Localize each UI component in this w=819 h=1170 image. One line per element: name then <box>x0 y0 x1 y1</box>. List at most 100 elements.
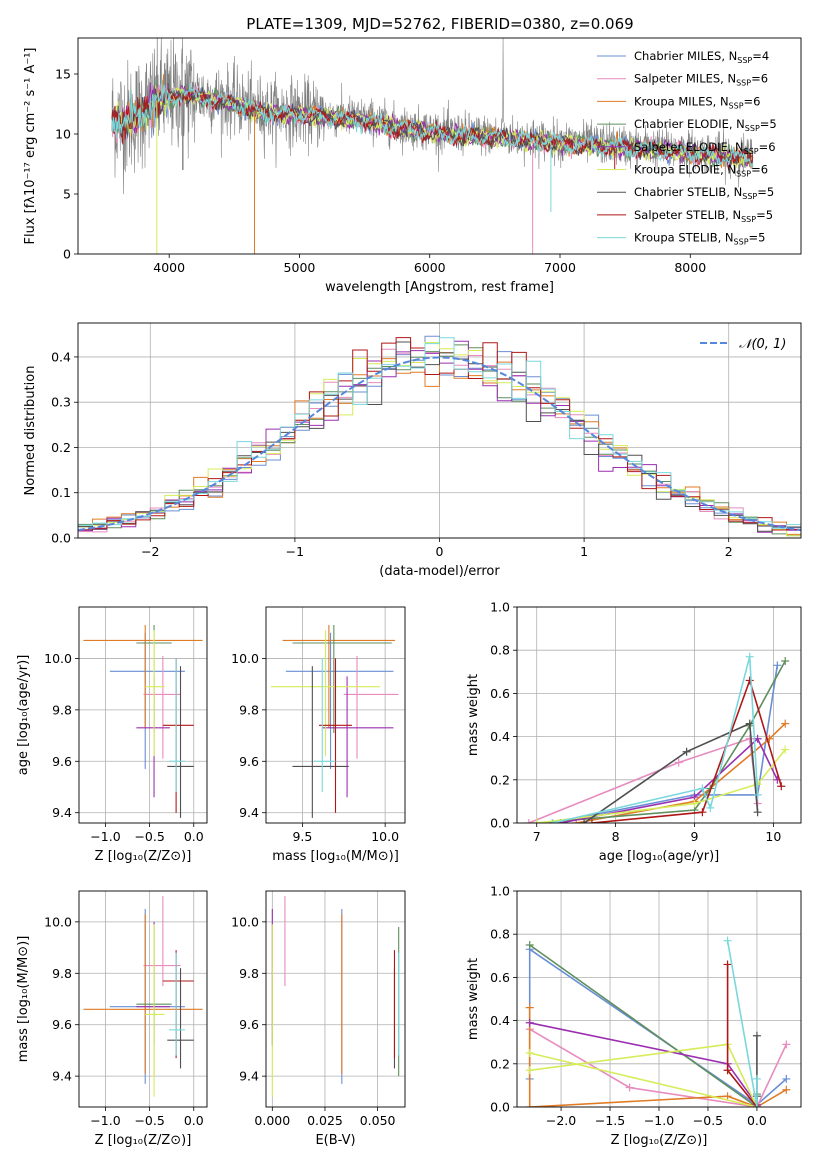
series-marker <box>752 1074 761 1083</box>
residuals-ytick-label: 0.4 <box>51 349 71 364</box>
spectrum-axes: 4000 5000 6000 7000 8000 0 5 10 15 wavelength [An… <box>23 37 802 295</box>
spectrum-legend-entry: Salpeter MILES, NSSP=6 <box>597 72 768 88</box>
mass-vs-Z-ytick-label: 10.0 <box>44 914 72 929</box>
series-marker <box>752 1031 761 1040</box>
mass-vs-ebv-frame <box>265 890 406 1108</box>
age-vs-mass-plot-area <box>270 625 399 818</box>
age-vs-mass-xtick-label: 10.0 <box>371 829 399 844</box>
age-vs-mass-point-kroupa-stelib <box>313 658 336 793</box>
mass-vs-ebv-xtick-label: 0.050 <box>360 1113 396 1128</box>
age-vs-mass-ytick-label: 10.0 <box>231 651 259 666</box>
weight-vs-age-xtick-label: 10 <box>765 829 781 844</box>
mass-vs-Z-point-kroupa-elodie <box>145 924 165 1097</box>
spectrum-ytick-label: 5 <box>63 187 71 202</box>
age-vs-Z-point-salpeter-stelib <box>162 658 194 813</box>
weight-vs-Z-ytick-label: 0.6 <box>490 970 510 985</box>
weight-vs-age-ytick-label: 1.0 <box>490 600 510 615</box>
weight-vs-age-series-salpeter-elodie <box>556 734 782 823</box>
series-marker <box>723 1066 732 1075</box>
weight-vs-Z-xtick-label: −0.5 <box>693 1113 723 1128</box>
age-vs-mass-xtick-label: 9.5 <box>292 829 312 844</box>
weight-vs-Z-series-kroupa-stelib <box>723 936 761 1107</box>
series-marker <box>745 734 754 743</box>
residuals-xtick-label: 2 <box>725 544 733 559</box>
spectrum-xtick-label: 7000 <box>544 260 576 275</box>
age-vs-mass-ytick-label: 9.8 <box>239 702 259 717</box>
series-line <box>529 944 758 1107</box>
weight-vs-Z-ytick-label: 1.0 <box>490 884 510 899</box>
age-vs-Z-frame <box>78 606 208 824</box>
series-marker <box>525 941 534 949</box>
figure-title: PLATE=1309, MJD=52762, FIBERID=0380, z=0… <box>246 15 633 33</box>
mass-vs-ebv-ytick-label: 9.8 <box>239 966 259 981</box>
age-vs-mass-point-salpeter-elodie <box>322 676 394 798</box>
series-marker <box>781 745 790 754</box>
mass-vs-Z-ylabel: mass [log₁₀(M/M⊙)] <box>16 936 31 1063</box>
mass-vs-Z-ytick-label: 9.4 <box>52 1069 72 1084</box>
residuals-ylabel: Normed distribution <box>23 366 38 496</box>
weight-vs-age-ytick-label: 0.2 <box>490 772 510 787</box>
series-marker <box>745 652 754 661</box>
spectrum-legend-entry: Kroupa STELIB, NSSP=5 <box>597 231 765 247</box>
mass-vs-Z-xtick-label: −1.0 <box>90 1113 120 1128</box>
residuals-ytick-label: 0.3 <box>51 395 71 410</box>
age-vs-mass-ytick-label: 9.6 <box>239 754 259 769</box>
age-vs-Z-xtick-label: 0.0 <box>184 829 204 844</box>
series-marker <box>532 819 541 823</box>
residuals-axes: −2 −1 0 1 2 0.0 0.1 0.2 0.3 0.4 (data-model)/error… <box>23 322 802 579</box>
weight-vs-age-xlabel: age [log₁₀(age/yr)] <box>599 849 720 864</box>
mass-vs-Z-point-chabrier-miles <box>109 909 185 1084</box>
series-marker <box>525 1049 534 1057</box>
weight-vs-age-series-kroupa-elodie <box>532 745 790 823</box>
residuals-xtick-label: 1 <box>580 544 588 559</box>
series-marker <box>525 1066 534 1075</box>
spectrum-ytick-label: 15 <box>55 67 71 82</box>
spectrum-legend: Chabrier MILES, NSSP=4 Salpeter MILES, NS… <box>597 49 777 247</box>
spectrum-legend-entry: Salpeter STELIB, NSSP=5 <box>597 208 773 224</box>
mass-vs-ebv-ytick-label: 9.6 <box>239 1017 259 1032</box>
legend-label: Kroupa ELODIE, NSSP=6 <box>634 163 768 179</box>
weight-vs-age-plot-area <box>524 652 790 823</box>
age-vs-Z-xtick-label: −0.5 <box>134 829 164 844</box>
weight-vs-age-xtick-label: 9 <box>691 829 699 844</box>
series-line <box>552 665 779 823</box>
legend-label: Chabrier STELIB, NSSP=5 <box>634 185 774 201</box>
mass-vs-Z-point-kroupa-miles <box>83 914 203 1074</box>
weight-vs-Z-plot-area <box>525 936 791 1107</box>
legend-label: Salpeter ELODIE, NSSP=6 <box>634 140 776 156</box>
weight-vs-Z-xtick-label: −2.0 <box>546 1113 576 1128</box>
series-marker <box>777 782 786 791</box>
legend-label: Salpeter MILES, NSSP=6 <box>634 72 768 88</box>
residuals-xtick-label: −2 <box>141 544 159 559</box>
age-vs-mass-xlabel: mass [log₁₀(M/M⊙)] <box>272 849 399 864</box>
mass-vs-Z-ytick-label: 9.6 <box>52 1017 72 1032</box>
weight-vs-age-series-chabrier-stelib <box>580 719 762 823</box>
spectrum-xtick-label: 4000 <box>153 260 185 275</box>
residuals-ytick-label: 0.0 <box>51 531 71 546</box>
legend-label: Chabrier MILES, NSSP=4 <box>634 49 769 65</box>
age-vs-Z-point-chabrier-miles <box>109 632 185 769</box>
spectrum-ylabel: Flux [fλ10⁻¹⁷ erg cm⁻² s⁻¹ A⁻¹] <box>23 48 38 245</box>
mass-vs-ebv-xtick-label: 0.025 <box>307 1113 343 1128</box>
weight-vs-Z-ylabel: mass weight <box>466 958 481 1040</box>
weight-vs-Z-ytick-label: 0.4 <box>490 1013 510 1028</box>
residuals-xlabel: (data-model)/error <box>379 564 500 579</box>
series-marker <box>525 1018 534 1027</box>
series-marker <box>587 819 596 823</box>
mass-vs-Z-frame <box>78 890 208 1108</box>
legend-label: Kroupa MILES, NSSP=6 <box>634 94 760 110</box>
mass-vs-ebv-axes: 0.000 0.025 0.050 9.4 9.6 9.8 10.0 E(B-V) <box>231 890 406 1148</box>
series-marker <box>690 799 699 808</box>
mass-vs-ebv-plot-area <box>271 896 400 1097</box>
residuals-ytick-label: 0.2 <box>51 440 71 455</box>
age-vs-mass-ytick-label: 9.4 <box>239 805 259 820</box>
spectrum-xtick-label: 5000 <box>284 260 316 275</box>
age-vs-Z-ytick-label: 9.6 <box>52 754 72 769</box>
spectrum-legend-entry: Chabrier STELIB, NSSP=5 <box>597 185 774 201</box>
weight-vs-age-ytick-label: 0.4 <box>490 729 510 744</box>
age-vs-Z-point-kroupa-stelib <box>169 658 185 793</box>
age-vs-Z-point-salpeter-miles <box>143 655 181 759</box>
series-marker <box>525 1103 534 1107</box>
series-line <box>529 1043 758 1107</box>
normal-reference-curve <box>78 356 801 532</box>
